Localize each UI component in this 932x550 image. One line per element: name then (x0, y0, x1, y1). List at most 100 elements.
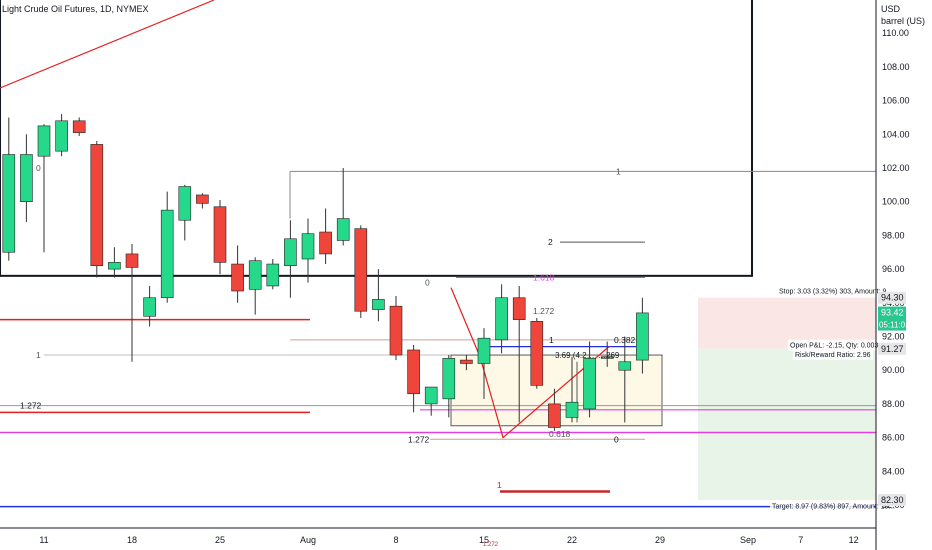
candle-2[interactable] (37, 124, 51, 253)
fib-label-8: 0.382 (614, 335, 636, 345)
risk-reward-label-text: Risk/Reward Ratio: 2.96 (795, 352, 871, 359)
candle-5[interactable] (90, 141, 104, 278)
price-tick-13: 84.00 (882, 466, 905, 476)
candle-body (618, 361, 632, 371)
candle-18[interactable] (319, 208, 332, 265)
candle-36[interactable] (636, 297, 649, 374)
candle-35[interactable] (618, 336, 632, 423)
candle-31[interactable] (548, 388, 561, 431)
fib-label-5: 1.272 (408, 434, 430, 444)
candle-body (143, 297, 156, 317)
candle-33[interactable] (583, 341, 596, 418)
symbol-title: Light Crude Oil Futures, 1D, NYMEX (2, 4, 149, 14)
candle-34[interactable] (600, 341, 614, 367)
price-tick-12: 86.00 (882, 433, 905, 443)
time-tick-5: 15 (479, 535, 489, 545)
candle-8[interactable] (143, 285, 156, 327)
time-tick-10: 12 (849, 535, 859, 545)
target-label-text: Target: 8.97 (9.83%) 897, Amount: 10… (772, 504, 895, 511)
trend-line (0, 0, 215, 89)
candle-body (636, 312, 649, 361)
entry-high-tag[interactable]: 94.30 (878, 291, 906, 304)
candle-29[interactable] (512, 285, 526, 423)
price-tick-6: 98.00 (882, 230, 905, 240)
candle-9[interactable] (160, 191, 174, 303)
target-price-tag-text: 82.30 (881, 495, 904, 505)
candle-body (565, 401, 579, 418)
candle-23[interactable] (407, 344, 420, 413)
time-tick-2: 25 (215, 535, 225, 545)
candle-20[interactable] (354, 225, 368, 318)
large-rectangle-drawing (0, 0, 753, 277)
candle-14[interactable] (248, 257, 262, 315)
candle-body (72, 120, 86, 133)
candle-0[interactable] (2, 117, 16, 261)
candle-body (354, 228, 368, 312)
candle-17[interactable] (301, 218, 315, 283)
candle-28[interactable] (495, 284, 508, 354)
candle-30[interactable] (530, 317, 544, 389)
candle-19[interactable] (336, 168, 350, 246)
candle-15[interactable] (266, 258, 280, 290)
candle-13[interactable] (231, 245, 244, 303)
candle-22[interactable] (389, 296, 403, 361)
candle-26[interactable] (460, 355, 473, 371)
candle-24[interactable] (424, 386, 438, 416)
take-profit-zone (698, 348, 876, 500)
last-price-tag[interactable]: 93.42 05:11:01 (878, 306, 910, 331)
range-box-label: 3.69 (4.2… (555, 351, 595, 360)
candle-7[interactable] (125, 243, 139, 362)
candle-body (301, 233, 315, 260)
candle-10[interactable] (178, 184, 192, 241)
price-tick-9: 92.00 (882, 332, 905, 342)
fib-label-11: 0.618 (549, 429, 571, 439)
price-tick-7: 96.00 (882, 264, 905, 274)
time-tick-3: Aug (300, 535, 316, 545)
time-tick-8: Sep (740, 535, 756, 545)
candle-body (460, 359, 473, 364)
candle-body (37, 125, 51, 157)
fib-label-1: 2 (548, 237, 553, 247)
stop-label-text: Stop: 3.03 (3.32%) 303, Amount: 9… (779, 289, 893, 296)
price-tick-0: 110.00 (882, 28, 909, 38)
bottom-cut-label: 1.272 (483, 542, 499, 548)
price-tick-3: 104.00 (882, 129, 910, 139)
fib-label-9: 0 (425, 278, 430, 288)
fib-label-12: 0 (614, 434, 619, 444)
candle-body (477, 337, 491, 364)
candle-21[interactable] (372, 269, 385, 322)
entry-high-tag-bg (878, 291, 906, 304)
candle-body (600, 356, 614, 359)
candle-25[interactable] (442, 355, 456, 418)
fib-label-0: 1 (616, 166, 621, 176)
candle-6[interactable] (108, 247, 121, 278)
candle-1[interactable] (20, 134, 33, 222)
candle-4[interactable] (72, 117, 86, 136)
candle-11[interactable] (196, 193, 209, 209)
axis-currency-label: USD (881, 4, 901, 14)
fib-label-13: 1 (497, 480, 502, 490)
candle-27[interactable] (477, 328, 491, 399)
candle-32[interactable] (565, 356, 579, 423)
entry-price-tag[interactable]: 91.27 (878, 342, 906, 355)
zigzag-pattern (450, 287, 610, 439)
open-pl-label: Open P&L: -2.15, Qty: 0.003 (788, 339, 878, 351)
fib-label-3: 1 (36, 350, 41, 360)
candle-body (442, 358, 456, 400)
candle-body (90, 144, 104, 267)
price-tick-10: 90.00 (882, 365, 905, 375)
candle-body (248, 260, 262, 290)
candle-16[interactable] (284, 220, 297, 298)
candle-body (389, 305, 403, 356)
target-price-tag[interactable]: 82.30 (878, 493, 906, 506)
candle-12[interactable] (213, 200, 227, 275)
candle-body (530, 321, 544, 386)
price-tick-1: 108.00 (882, 62, 910, 72)
range-box-label-tail: …269 (598, 351, 620, 360)
candle-3[interactable] (55, 114, 68, 157)
candle-body (196, 194, 209, 204)
fib-label-7: 1.272 (533, 306, 555, 316)
fib-label-6: 1.618 (533, 273, 555, 283)
last-price-tag-subtext: 05:11:01 (879, 321, 910, 330)
